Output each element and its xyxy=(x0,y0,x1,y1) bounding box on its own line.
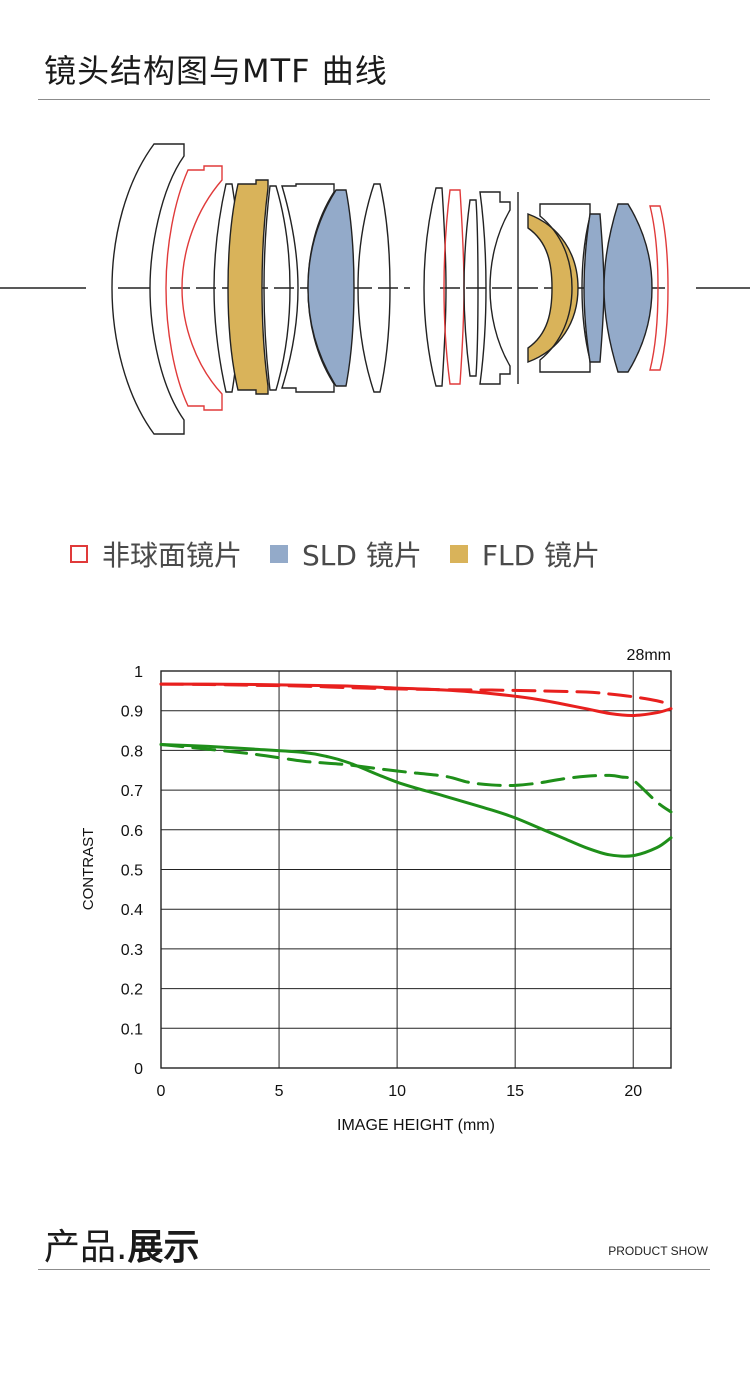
y-tick-label: 0 xyxy=(134,1061,143,1078)
lens-element-aspherical xyxy=(165,165,223,411)
y-tick-label: 0.4 xyxy=(121,902,143,919)
x-tick-label: 0 xyxy=(157,1083,166,1100)
series-line-1 xyxy=(159,682,673,707)
footer-divider xyxy=(38,1269,710,1270)
plot-frame xyxy=(160,670,672,1069)
lens-structure-diagram xyxy=(0,143,750,435)
header-divider xyxy=(38,99,710,100)
legend-item-aspherical: 非球面镜片 xyxy=(70,534,242,574)
y-tick-label: 0.9 xyxy=(121,704,143,721)
x-tick-label: 5 xyxy=(275,1083,284,1100)
sld-swatch-icon xyxy=(270,545,289,563)
chart-title: 28mm xyxy=(627,647,671,664)
footer-title-light: 产品. xyxy=(44,1227,128,1268)
lens-legend: 非球面镜片 SLD 镜片 FLD 镜片 xyxy=(70,528,690,580)
chart-grid xyxy=(160,670,672,1069)
lens-element-aspherical xyxy=(649,205,669,371)
lens-element xyxy=(111,143,185,435)
legend-item-sld: SLD 镜片 xyxy=(270,534,422,574)
lens-element-sld xyxy=(603,203,653,373)
lens-element-sld xyxy=(583,213,605,363)
x-tick-label: 20 xyxy=(624,1083,642,1100)
legend-label: SLD 镜片 xyxy=(302,539,422,572)
y-tick-label: 0.2 xyxy=(121,982,143,999)
aspherical-swatch-icon xyxy=(70,545,88,563)
x-tick-label: 10 xyxy=(388,1083,406,1100)
section-title: 镜头结构图与MTF 曲线 xyxy=(44,52,388,90)
legend-label: FLD 镜片 xyxy=(481,539,601,572)
legend-label: 非球面镜片 xyxy=(102,539,243,572)
lens-element xyxy=(423,187,447,387)
y-tick-label: 0.8 xyxy=(121,743,143,760)
lens-element xyxy=(263,185,291,391)
chart-series xyxy=(159,682,673,858)
lens-element-aspherical xyxy=(443,189,465,385)
y-tick-label: 1 xyxy=(134,664,143,681)
y-tick-label: 0.3 xyxy=(121,942,143,959)
y-tick-label: 0.7 xyxy=(121,783,143,800)
lens-element xyxy=(479,191,511,385)
y-tick-label: 0.1 xyxy=(121,1021,143,1038)
y-tick-label: 0.5 xyxy=(121,863,143,880)
y-axis-label: CONTRAST xyxy=(80,828,97,911)
lens-element xyxy=(463,199,479,377)
footer-title: 产品.展示 xyxy=(44,1218,199,1270)
legend-item-fld: FLD 镜片 xyxy=(449,534,601,574)
fld-swatch-icon xyxy=(449,545,468,563)
series-line-3 xyxy=(159,742,673,814)
mtf-chart: 00.10.20.30.40.50.60.70.80.910 5 10 15 20 28… xyxy=(80,647,673,1134)
footer-subtitle: PRODUCT SHOW xyxy=(608,1244,708,1258)
lens-element-fld xyxy=(227,179,269,395)
x-tick-label: 15 xyxy=(506,1083,524,1100)
y-tick-label: 0.6 xyxy=(121,823,143,840)
lens-element xyxy=(357,183,391,393)
lens-element xyxy=(539,203,591,373)
lens-element-sld xyxy=(307,189,355,387)
series-line-2 xyxy=(159,742,673,858)
chart-ticks: 00.10.20.30.40.50.60.70.80.910 5 10 15 20 xyxy=(121,664,642,1100)
footer-title-bold: 展示 xyxy=(127,1227,200,1268)
x-axis-label: IMAGE HEIGHT (mm) xyxy=(337,1117,495,1134)
